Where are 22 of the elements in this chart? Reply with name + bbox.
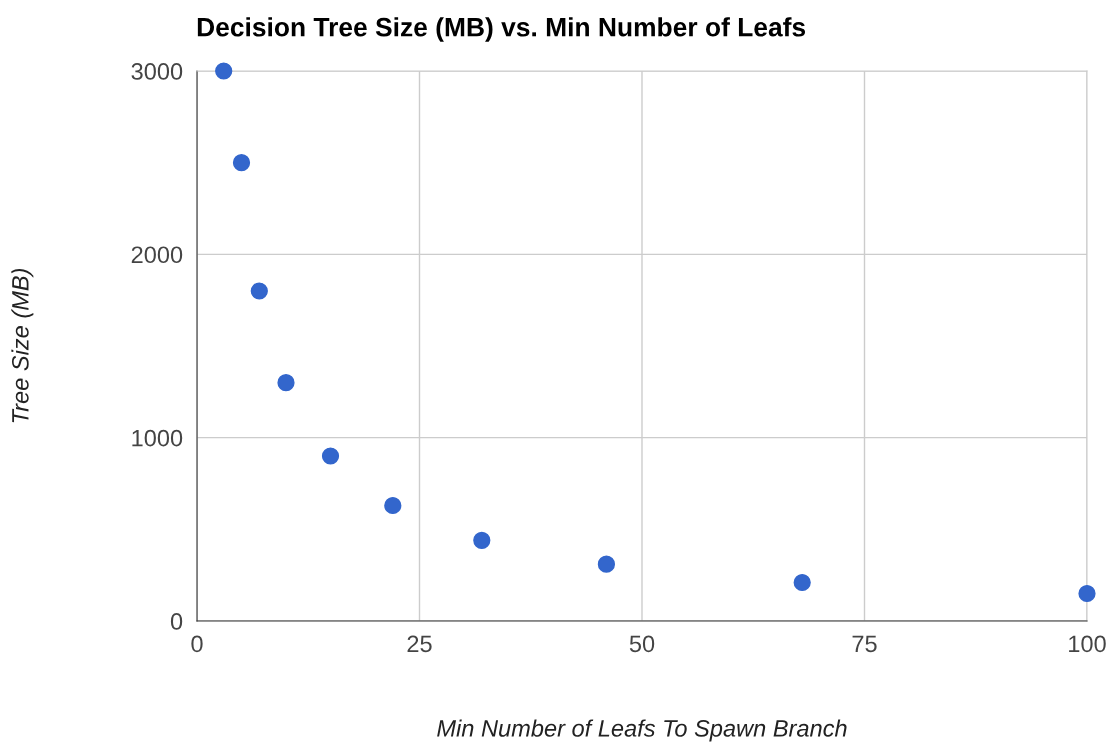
- y-tick-label: 1000: [132, 429, 183, 447]
- point: [384, 496, 402, 515]
- x-tick-label: 0: [191, 635, 203, 653]
- point: [277, 374, 295, 392]
- y-axis-title: Tree Size (MB): [11, 268, 34, 423]
- x-tick-label: 25: [407, 635, 432, 653]
- point: [321, 447, 340, 465]
- point: [1078, 584, 1096, 603]
- x-tick-label: 50: [629, 635, 655, 653]
- chart-title: Decision Tree Size (MB) vs. Min Number of Leafs: [197, 17, 806, 42]
- x-tick-label: 100: [1069, 635, 1106, 653]
- x-axis-title: Min Number of Leafs To Spawn Branch: [437, 719, 847, 742]
- y-tick-label: 0: [170, 613, 183, 630]
- point: [215, 62, 233, 80]
- point: [597, 555, 616, 573]
- point: [250, 282, 268, 300]
- x-tick-label: 75: [852, 635, 877, 653]
- point: [473, 531, 491, 549]
- point: [232, 154, 251, 172]
- y-tick-label: 2000: [131, 246, 183, 264]
- y-tick-label: 3000: [131, 63, 183, 80]
- point: [793, 573, 811, 592]
